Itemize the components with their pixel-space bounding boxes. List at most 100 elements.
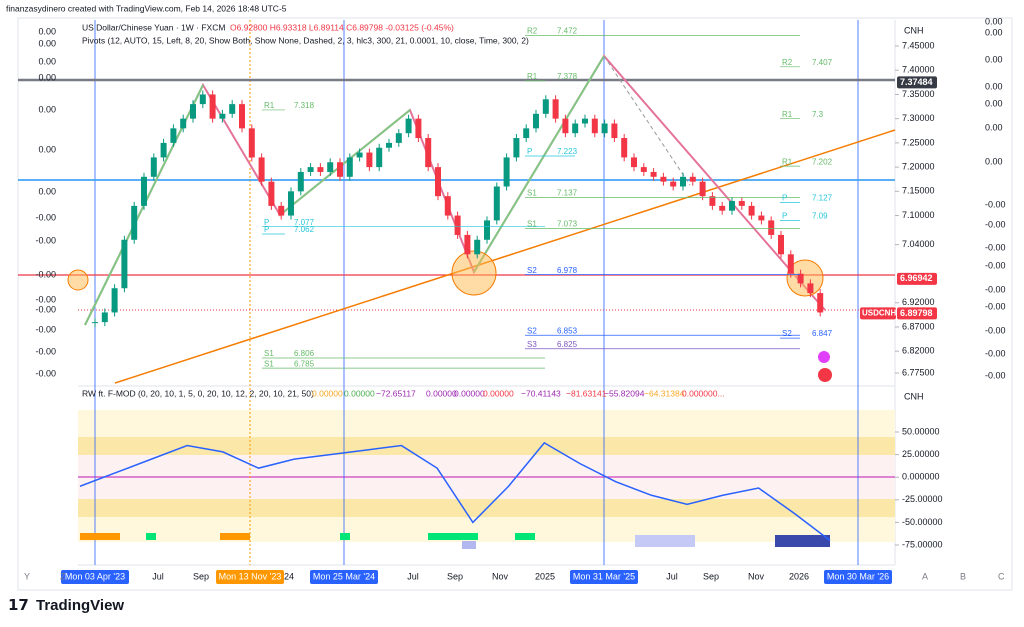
candle bbox=[92, 322, 98, 324]
price-tick-label: 7.40000 bbox=[902, 65, 935, 75]
pivot-name: P bbox=[782, 212, 787, 221]
indicator-readout: 0.00000 bbox=[426, 388, 457, 398]
left-axis-label: 0.00 bbox=[38, 72, 56, 82]
left-axis-label: 0.00 bbox=[38, 144, 56, 154]
right-axis-label: 0.00 bbox=[985, 54, 1003, 64]
price-badge-label: 6.96942 bbox=[900, 273, 933, 283]
corner-label: B bbox=[960, 571, 966, 581]
time-label: Jul bbox=[152, 571, 164, 581]
left-axis-label: 0.00 bbox=[38, 104, 56, 114]
indicator-readout: 0.00000 bbox=[344, 388, 375, 398]
zigzag-up bbox=[279, 109, 411, 216]
flag-icon[interactable] bbox=[818, 368, 832, 382]
candle bbox=[435, 167, 441, 197]
candle bbox=[542, 99, 549, 114]
signal bbox=[775, 535, 830, 547]
time-label: Mon 31 Mar '25 bbox=[573, 571, 635, 581]
pivot-name: P bbox=[264, 218, 269, 227]
price-badge-label: 7.37484 bbox=[900, 77, 933, 87]
projection bbox=[603, 55, 691, 186]
icon[interactable] bbox=[818, 351, 830, 363]
right-axis-label: -0.00 bbox=[985, 301, 1006, 311]
highlight-circle bbox=[67, 269, 89, 291]
right-axis-label: -0.00 bbox=[985, 370, 1006, 380]
left-axis-label: -0.00 bbox=[35, 212, 56, 222]
pivot-value: 7.127 bbox=[812, 194, 833, 203]
candle bbox=[689, 176, 696, 182]
pivot-value: 7.318 bbox=[294, 101, 315, 110]
symbol-badge bbox=[860, 307, 896, 320]
candle bbox=[160, 142, 167, 158]
time-label: Jul bbox=[666, 571, 678, 581]
left-axis-label: -0.00 bbox=[35, 324, 56, 334]
candle bbox=[758, 215, 765, 221]
pivot-name: S2 bbox=[527, 266, 537, 275]
indicator-readout: −64.31384 bbox=[644, 388, 685, 398]
candle bbox=[572, 123, 579, 134]
pivot-value: 6.978 bbox=[557, 266, 578, 275]
candle bbox=[523, 128, 530, 139]
time-label: 24 bbox=[284, 571, 294, 581]
price-badge bbox=[897, 76, 937, 89]
signal bbox=[220, 533, 250, 540]
price-badge bbox=[897, 272, 937, 285]
indicator-readout: −72.65117 bbox=[376, 388, 416, 398]
currency: CNH bbox=[904, 391, 924, 401]
candle bbox=[533, 113, 539, 129]
time-label: Sep bbox=[193, 571, 209, 581]
candle bbox=[719, 205, 726, 211]
candle bbox=[150, 157, 157, 177]
zigzag-up bbox=[473, 55, 605, 273]
pivot-name: S1 bbox=[527, 220, 537, 229]
indicator-tick-label: -75.00000 bbox=[902, 539, 943, 549]
candle bbox=[248, 128, 255, 158]
price-tick-label: 6.92000 bbox=[902, 297, 935, 307]
frame bbox=[17, 17, 1013, 591]
pivots-legend: Pivots (12, AUTO, 15, Left, 8, 20, Show … bbox=[82, 35, 529, 45]
candle bbox=[709, 196, 716, 206]
candle bbox=[258, 157, 265, 182]
signal bbox=[462, 541, 476, 549]
pivot-name: R2 bbox=[527, 26, 538, 35]
candle bbox=[778, 234, 784, 255]
time-highlight bbox=[824, 570, 892, 584]
price-tick-label: 6.87000 bbox=[902, 321, 935, 331]
left-axis-label: -0.00 bbox=[35, 346, 56, 356]
candle bbox=[415, 118, 422, 139]
pivot-name: S3 bbox=[527, 340, 537, 349]
time-label: Sep bbox=[447, 571, 463, 581]
pivot-value: 7.472 bbox=[557, 26, 578, 35]
currency: CNH bbox=[904, 25, 924, 35]
right-axis-label: -0.00 bbox=[985, 242, 1006, 252]
time-highlight bbox=[61, 570, 129, 584]
pivot-value: 7.062 bbox=[294, 225, 315, 234]
candle bbox=[229, 104, 236, 114]
time-label: 2026 bbox=[789, 571, 809, 581]
right-axis-label: 0.00 bbox=[985, 156, 1003, 166]
left-axis-label: -0.00 bbox=[35, 269, 56, 279]
signal bbox=[80, 533, 120, 540]
time-highlight bbox=[216, 570, 284, 584]
signal bbox=[635, 535, 695, 547]
pivot-name: S1 bbox=[264, 349, 274, 358]
left-axis-label: -0.00 bbox=[35, 368, 56, 378]
candle bbox=[219, 113, 226, 119]
candle bbox=[327, 162, 334, 172]
left-axis-label: 0.00 bbox=[38, 26, 56, 36]
trend-line bbox=[114, 129, 896, 384]
left-axis-label: 0.00 bbox=[38, 186, 56, 196]
left-axis-label: 0.00 bbox=[38, 38, 56, 48]
candle bbox=[209, 94, 216, 119]
pivot-name: S1 bbox=[527, 189, 537, 198]
indicator-band bbox=[78, 517, 895, 542]
right-axis-label: 0.00 bbox=[985, 16, 1003, 26]
right-axis-label: -0.00 bbox=[985, 325, 1006, 335]
right-axis-label: 0.00 bbox=[985, 27, 1003, 37]
brand-logo: 𝟭𝟳 bbox=[8, 597, 29, 614]
candle bbox=[190, 104, 196, 119]
candle bbox=[484, 220, 490, 240]
indicator-readout: 0.00000 bbox=[312, 388, 343, 398]
indicator-readout: 0.00000 bbox=[454, 388, 485, 398]
price-badge-label: 6.89798 bbox=[900, 308, 933, 318]
pivot-name: S1 bbox=[264, 359, 274, 368]
